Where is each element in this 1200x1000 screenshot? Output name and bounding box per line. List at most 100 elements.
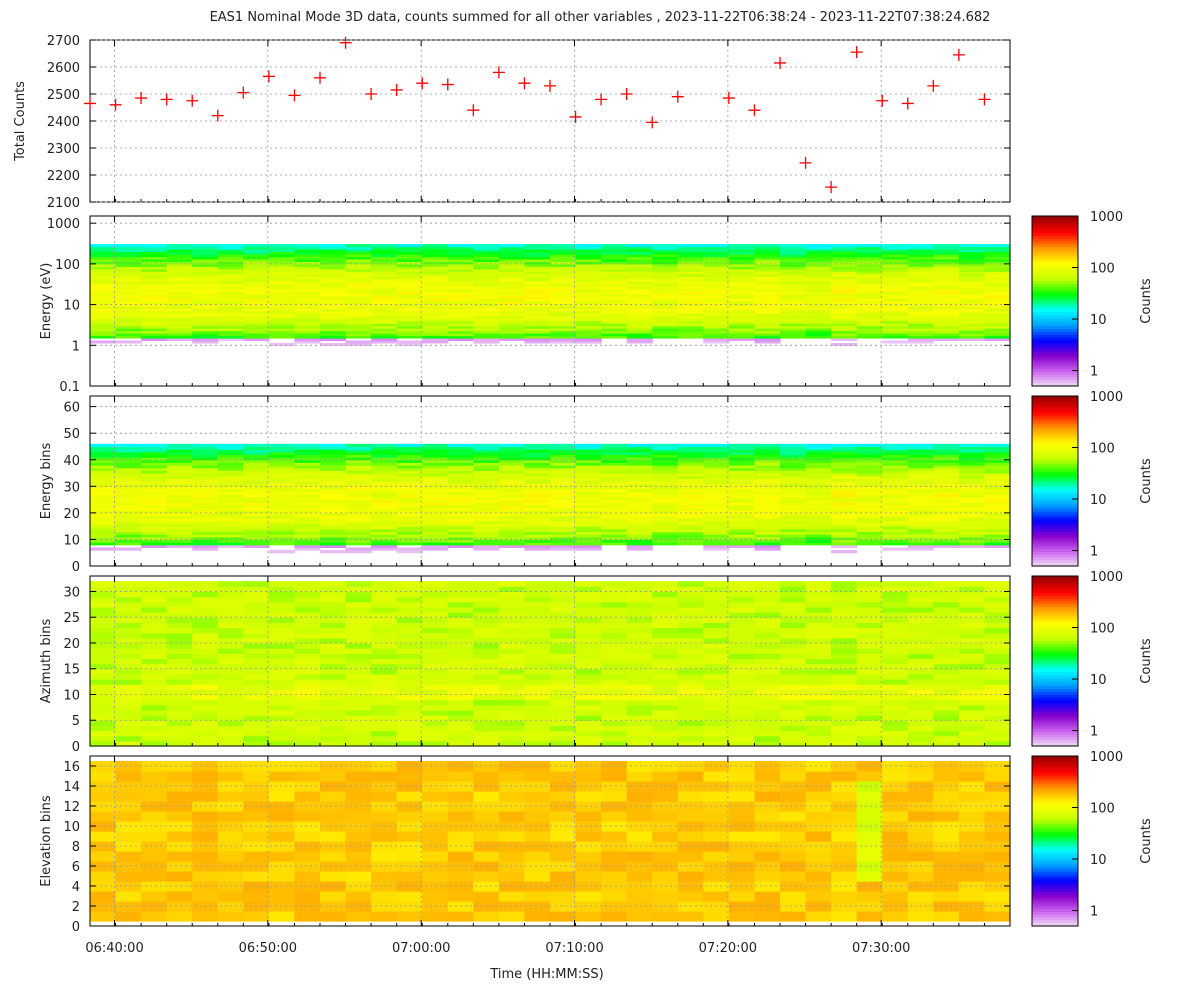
heatmap-cell [856,273,883,277]
heatmap-cell [805,335,832,339]
heatmap-cell [396,881,423,892]
heatmap-cell [601,459,628,464]
heatmap-cell [575,303,602,307]
heatmap-cell [320,740,347,747]
heatmap-cell [473,694,500,701]
heatmap-cell [652,704,679,711]
heatmap-cell [268,725,296,732]
colorbar-band [1032,627,1078,631]
heatmap-cell [856,653,883,660]
heatmap-cell [728,715,756,721]
heatmap-cell [90,601,117,608]
heatmap-cell [677,720,704,726]
heatmap-cell [933,249,960,253]
heatmap-cell [371,295,398,300]
colorbar-band [1032,255,1078,260]
heatmap-cell [728,249,756,253]
heatmap-cell [498,534,526,538]
heatmap-cell [728,496,756,501]
heatmap-cell [498,300,526,304]
heatmap-cell [141,591,168,598]
heatmap-cell [652,293,679,297]
heatmap-cell [217,534,244,538]
heatmap-cell [984,668,1011,675]
heatmap-cell [728,337,756,342]
heatmap-cell [805,253,832,258]
heatmap-cell [217,273,244,277]
heatmap-cell [90,637,117,644]
heatmap-cell [422,709,449,716]
heatmap-cell [141,303,168,307]
heatmap-cell [115,467,142,471]
heatmap-cell [268,504,296,509]
heatmap-cell [575,526,602,530]
heatmap-cell [882,478,909,482]
heatmap-cell [243,451,270,456]
heatmap-cell [626,315,653,319]
heatmap-cell [268,276,296,280]
heatmap-cell [268,318,296,322]
heatmap-cell [984,531,1011,535]
heatmap-cell [703,253,730,258]
heatmap-cell [345,333,372,337]
heatmap-cell [703,725,730,732]
heatmap-cell [345,473,372,477]
heatmap-cell [345,253,372,258]
heatmap-cell [984,735,1011,742]
heatmap-cell [550,446,577,450]
heatmap-cell [601,451,628,456]
heatmap-cell [498,266,526,270]
heatmap-cell [958,730,986,737]
heatmap-cell [984,481,1011,485]
heatmap-cell [958,612,986,618]
heatmap-cell [115,526,142,530]
heatmap-cell [575,841,602,852]
heatmap-cell [371,715,398,721]
heatmap-cell [473,470,500,474]
heatmap-cell [831,528,858,533]
heatmap-cell [115,528,142,533]
heatmap-cell [320,300,347,304]
heatmap-cell [447,596,474,603]
heatmap-cell [371,335,398,339]
heatmap-cell [601,617,628,623]
heatmap-cell [396,622,423,629]
heatmap-cell [115,291,142,295]
heatmap-cell [677,632,704,639]
heatmap-cell [396,679,423,685]
heatmap-cell [856,310,883,314]
colorbar-band [1032,587,1078,591]
heatmap-cell [422,871,449,882]
heatmap-cell [192,308,219,312]
heatmap-cell [345,801,372,812]
heatmap-cell [601,658,628,665]
heatmap-cell [677,534,704,538]
heatmap-cell [498,486,526,490]
heatmap-cell [268,601,296,608]
heatmap-cell [345,547,372,551]
heatmap-cell [754,278,781,282]
heatmap-cell [294,542,321,546]
heatmap-cell [831,470,858,474]
heatmap-cell [805,470,832,474]
heatmap-cell [192,601,219,608]
heatmap-cell [831,536,858,541]
heatmap-cell [882,601,909,608]
heatmap-cell [141,704,168,711]
heatmap-cell [422,539,449,543]
heatmap-cell [294,251,321,255]
y-tick-label: 1 [72,339,80,354]
heatmap-cell [550,811,577,822]
heatmap-cell [907,288,934,292]
heatmap-cell [192,709,219,716]
heatmap-cell [677,771,704,782]
heatmap-cell [217,337,244,342]
heatmap-cell [192,491,219,495]
heatmap-cell [703,268,730,272]
heatmap-cell [473,486,500,490]
heatmap-cell [294,730,321,737]
heatmap-cell [90,515,117,519]
heatmap-cell [907,581,934,587]
heatmap-cell [243,266,270,270]
heatmap-cell [677,536,704,541]
